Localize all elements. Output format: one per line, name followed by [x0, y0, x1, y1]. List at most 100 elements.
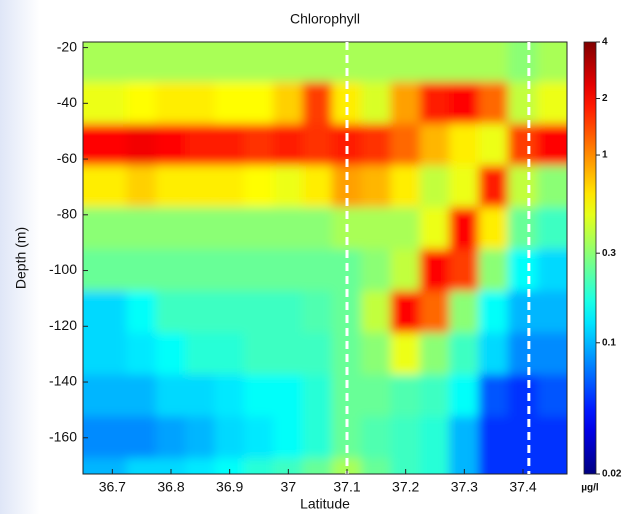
heat-cell: [185, 81, 216, 125]
heat-cell: [155, 81, 187, 125]
heat-cell: [214, 42, 245, 83]
heat-cell: [243, 249, 275, 292]
y-tick-label: -60: [57, 150, 77, 166]
heat-cell: [419, 332, 451, 376]
heat-cell: [390, 123, 421, 167]
heat-cell: [273, 249, 304, 292]
heat-cell: [361, 81, 392, 125]
heat-cell: [419, 249, 451, 292]
heat-cell: [537, 42, 567, 83]
heat-cell: [449, 458, 480, 474]
heat-cell: [214, 332, 245, 376]
heat-cell: [155, 290, 187, 334]
y-tick-label: -40: [57, 94, 77, 110]
heat-cell: [419, 81, 451, 125]
heat-cell: [507, 207, 539, 251]
heat-cell: [507, 416, 539, 460]
heat-cell: [537, 332, 567, 376]
heat-cell: [273, 290, 304, 334]
x-tick-label: 37: [281, 479, 297, 495]
heat-cell: [331, 458, 363, 474]
heat-cell: [537, 81, 567, 125]
heat-cell: [214, 290, 245, 334]
heat-cell: [361, 416, 392, 460]
x-tick-label: 36.7: [99, 479, 126, 495]
heat-cell: [126, 165, 157, 209]
heat-cell: [155, 123, 187, 167]
x-axis-label: Latitude: [300, 496, 350, 512]
heat-cell: [507, 165, 539, 209]
heat-cell: [419, 42, 451, 83]
heat-cell: [507, 123, 539, 167]
heat-cell: [419, 207, 451, 251]
heat-cell: [478, 123, 509, 167]
heat-cell: [361, 374, 392, 418]
heat-cell: [449, 81, 480, 125]
heat-cell: [243, 374, 275, 418]
heat-cell: [126, 42, 157, 83]
heat-cell: [214, 123, 245, 167]
heat-cell: [478, 165, 509, 209]
heat-cell: [243, 81, 275, 125]
heat-cell: [155, 416, 187, 460]
colorbar-tick-label: 0.1: [602, 337, 616, 348]
heat-cell: [214, 81, 245, 125]
x-tick-label: 36.8: [157, 479, 184, 495]
heat-cell: [419, 165, 451, 209]
heat-cell: [302, 416, 333, 460]
heat-cell: [537, 165, 567, 209]
heat-cell: [537, 458, 567, 474]
heat-cell: [243, 416, 275, 460]
heat-cell: [126, 374, 157, 418]
heat-cell: [419, 458, 451, 474]
heat-cell: [273, 123, 304, 167]
heat-cell: [390, 42, 421, 83]
heat-cell: [214, 458, 245, 474]
heat-cell: [155, 374, 187, 418]
x-tick-label: 36.9: [216, 479, 243, 495]
heat-cell: [478, 458, 509, 474]
heat-cell: [507, 81, 539, 125]
heat-cell: [185, 207, 216, 251]
heat-cell: [361, 458, 392, 474]
heat-cell: [214, 416, 245, 460]
heat-cell: [155, 458, 187, 474]
heat-cell: [302, 374, 333, 418]
y-axis-label: Depth (m): [13, 227, 29, 289]
heat-cell: [83, 207, 128, 251]
heat-cell: [390, 290, 421, 334]
heat-cell: [537, 374, 567, 418]
heat-cell: [83, 332, 128, 376]
heat-cell: [419, 416, 451, 460]
heat-cell: [302, 81, 333, 125]
heat-cell: [302, 42, 333, 83]
heat-cell: [507, 42, 539, 83]
heat-cell: [273, 81, 304, 125]
heat-cell: [273, 416, 304, 460]
heat-cell: [214, 165, 245, 209]
heat-cell: [83, 249, 128, 292]
heat-cell: [214, 374, 245, 418]
heat-cell: [419, 374, 451, 418]
heat-cell: [243, 290, 275, 334]
y-tick-label: -120: [49, 317, 77, 333]
heat-cell: [478, 416, 509, 460]
heat-cell: [126, 332, 157, 376]
heat-cell: [507, 332, 539, 376]
heat-cell: [243, 42, 275, 83]
heat-cell: [126, 458, 157, 474]
heat-cell: [302, 165, 333, 209]
heat-cell: [449, 249, 480, 292]
heat-cell: [390, 332, 421, 376]
heat-cell: [185, 374, 216, 418]
heat-cell: [273, 165, 304, 209]
heat-cell: [83, 123, 128, 167]
heat-cell: [449, 332, 480, 376]
heat-cell: [361, 123, 392, 167]
heat-cell: [155, 165, 187, 209]
colorbar-label: µg/l: [581, 483, 599, 494]
heat-cell: [478, 81, 509, 125]
heatmap: [83, 42, 567, 474]
chart-title: Chlorophyll: [290, 11, 360, 27]
